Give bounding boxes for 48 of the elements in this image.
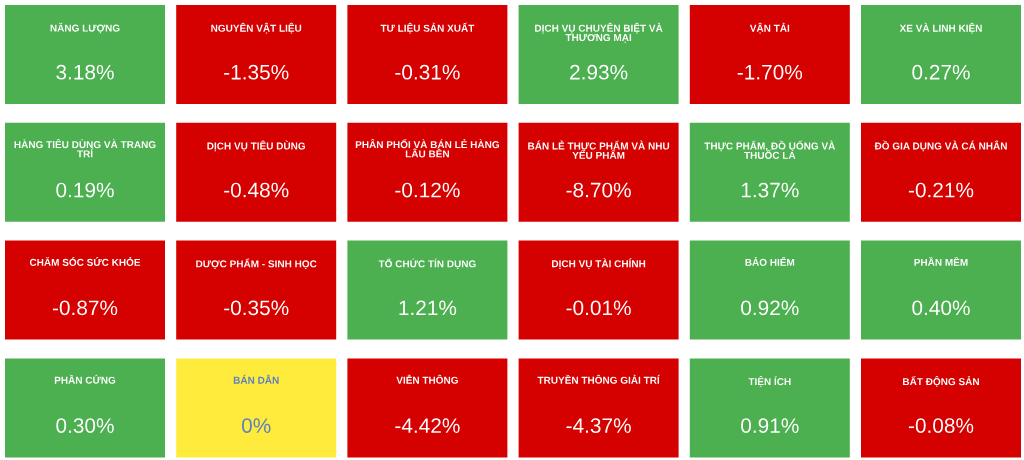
data-label: -0.35% <box>224 300 289 316</box>
category-label: NGUYÊN VẬT LIỆU <box>211 22 302 34</box>
category-label: CHĂM SÓC SỨC KHỎE <box>29 256 141 266</box>
category-label: BÁN DẪN <box>233 374 279 384</box>
category-label: PHÂN PHỐI VÀ BÁN LẺ HÀNG LÂU BỀN <box>355 139 500 158</box>
data-label: 1.21% <box>399 300 457 316</box>
category-label: PHẦN CỨNG <box>54 374 116 384</box>
data-label: -0.87% <box>52 300 118 316</box>
data-label: 0.40% <box>912 300 970 316</box>
data-label: 0.30% <box>56 418 114 433</box>
data-label: 1.37% <box>741 182 799 198</box>
data-label: 0.92% <box>741 300 799 316</box>
category-label: TRUYỀN THÔNG GIẢI TRÍ <box>537 374 660 384</box>
category-label: TIỆN ÍCH <box>748 376 791 387</box>
data-label: -0.01% <box>566 300 631 316</box>
data-label: -0.31% <box>395 64 460 80</box>
category-label: BẢO HIỂM <box>745 256 795 266</box>
category-label: NĂNG LƯỢNG <box>50 22 120 34</box>
data-label: -8.70% <box>566 182 631 198</box>
category-label: HÀNG TIÊU DÙNG VÀ TRANG TRÍ <box>14 139 156 158</box>
data-label: -0.12% <box>395 182 460 198</box>
category-label: TƯ LIỆU SẢN XUẤT <box>380 22 475 34</box>
category-label: DỊCH VỤ TÀI CHÍNH <box>552 258 646 269</box>
data-label: 0.19% <box>56 182 114 198</box>
category-label: DỊCH VỤ TIÊU DÙNG <box>207 140 306 152</box>
data-label: -1.35% <box>224 64 289 80</box>
data-label: -0.08% <box>908 418 974 433</box>
data-label: -1.70% <box>737 64 803 80</box>
data-label: -0.48% <box>224 182 289 198</box>
category-label: BÁN LẺ THỰC PHẨM VÀ NHU YẾU PHẨM <box>528 140 670 159</box>
category-label: BẤT ĐỘNG SẢN <box>903 376 979 387</box>
data-label: -4.37% <box>566 418 631 433</box>
data-label: 2.93% <box>570 64 628 80</box>
category-label: VẬN TẢI <box>749 22 790 34</box>
data-label: 0.27% <box>912 64 970 80</box>
category-label: DỊCH VỤ CHUYÊN BIỆT VÀ THƯƠNG MẠI <box>535 22 663 43</box>
category-label: DƯỢC PHẨM - SINH HỌC <box>196 258 317 270</box>
data-label: 0.91% <box>741 418 799 433</box>
category-label: XE VÀ LINH KIỆN <box>899 22 982 34</box>
data-label: -4.42% <box>395 418 460 433</box>
category-label: ĐỒ GIA DỤNG VÀ CÁ NHÂN <box>874 140 1007 152</box>
category-label: THỰC PHẨM, ĐỒ UỐNG VÀ THUỐC LÁ <box>704 140 836 159</box>
category-label: VIỄN THÔNG <box>396 374 458 384</box>
data-label: 3.18% <box>56 64 114 80</box>
category-label: PHẦN MỀM <box>914 256 968 266</box>
data-label: -0.21% <box>908 182 974 198</box>
data-label: 0% <box>241 418 271 433</box>
category-label: TỔ CHỨC TÍN DỤNG <box>378 258 476 270</box>
